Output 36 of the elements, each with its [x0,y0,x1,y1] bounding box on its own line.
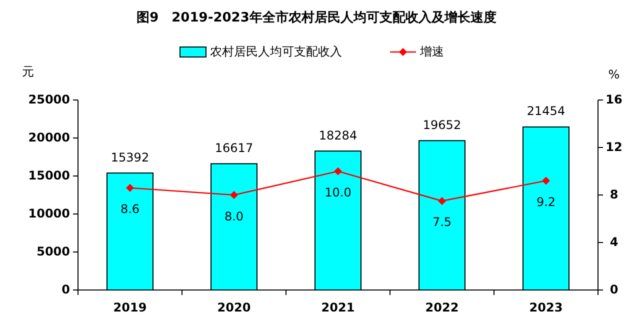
x-tick-label: 2020 [217,300,251,314]
y-tick-label: 25000 [28,92,70,106]
y-tick-label: 20000 [28,130,70,144]
data-label: 10.0 [324,186,352,200]
data-label: 19652 [422,118,462,132]
x-tick-label: 2019 [113,300,147,314]
y-tick-label: 10000 [28,206,70,220]
point [126,184,134,192]
y2-tick-label: 0 [610,282,618,296]
y2-tick-label: 12 [606,140,622,154]
data-label: 8.6 [120,202,140,216]
point [438,196,446,205]
y-tick-label: 5000 [36,244,70,258]
y2-axis-title: % [608,67,620,82]
data-label: 16617 [214,140,254,155]
point [542,176,550,185]
data-label: 9.2 [536,195,556,210]
legend-label: 增速 [419,44,444,58]
point [230,191,238,199]
legend-label: 农村居民人均可支配收入 [210,44,342,58]
y-axis-title: 元 [22,64,34,78]
data-label: 18284 [318,128,358,142]
data-label: 21454 [526,104,566,118]
chart-title: 图9 2019-2023年全市农村居民人均可支配收入及增长速度 [136,10,496,26]
y2-tick-label: 4 [610,234,618,249]
y-tick-label: 15000 [28,168,70,182]
x-tick-label: 2023 [529,300,563,314]
data-label: 7.5 [432,215,452,230]
x-tick-label: 2022 [425,300,459,314]
data-label: 15392 [110,150,150,164]
y-tick-label: 0 [62,282,70,296]
y2-tick-label: 16 [606,92,622,106]
y2-tick-label: 8 [610,187,618,202]
data-label: 8.0 [224,209,244,224]
x-tick-label: 2021 [321,300,355,314]
point [334,167,342,176]
